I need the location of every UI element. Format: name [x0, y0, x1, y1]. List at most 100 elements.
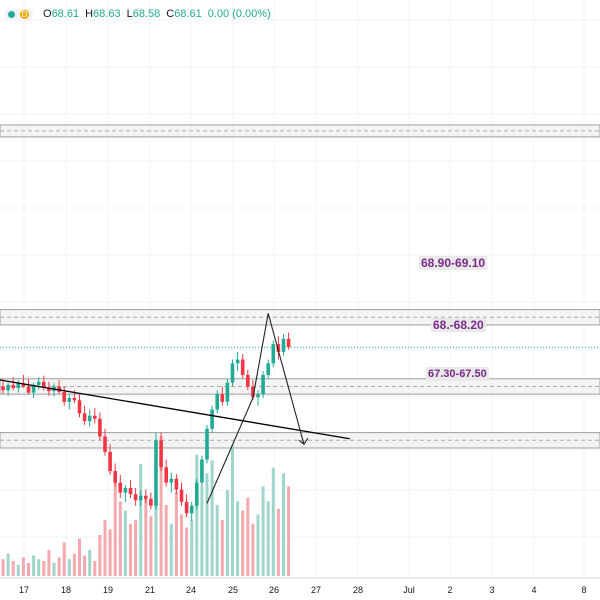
interval-icon: D	[20, 9, 29, 19]
candle-body	[47, 388, 51, 392]
x-axis-label: 28	[352, 585, 364, 595]
x-axis-label: 27	[310, 585, 322, 595]
candle-body	[266, 363, 270, 375]
candle-body	[169, 478, 174, 483]
candle-body	[16, 383, 21, 388]
candle-body	[220, 394, 225, 402]
volume-bar	[287, 486, 291, 576]
volume-bar	[276, 508, 280, 576]
candle-body	[164, 467, 168, 483]
volume-bar	[21, 557, 25, 576]
interval-pill[interactable]: D	[4, 8, 33, 20]
volume-bar	[266, 501, 270, 576]
x-axis-label: 3	[489, 585, 495, 595]
candle-body	[1, 386, 5, 391]
volume-bar	[37, 559, 41, 576]
candle-body	[225, 382, 230, 402]
zone-box-0	[0, 124, 600, 138]
high-label: H	[85, 8, 94, 20]
candle-body	[133, 494, 138, 501]
zone-label-middle: 68.-68.20	[431, 318, 486, 332]
x-axis-label: 21	[144, 585, 156, 595]
volume-bar	[149, 516, 153, 576]
volume-bar	[169, 523, 173, 576]
candle-body	[57, 386, 61, 392]
volume-bar	[195, 454, 199, 576]
candle-body	[6, 384, 10, 391]
volume-bar	[27, 562, 30, 576]
support-resistance-zones	[0, 124, 600, 449]
projection-arrowhead	[298, 437, 309, 445]
candle-body	[230, 363, 235, 383]
candle-body	[261, 374, 265, 395]
candle-body	[154, 440, 158, 506]
candle-body	[77, 400, 82, 414]
candle-body	[82, 413, 87, 422]
volume-bar	[185, 527, 189, 576]
x-axis-label: Jul	[403, 585, 415, 595]
x-axis-label: 26	[268, 585, 280, 595]
volume-bar	[241, 510, 245, 576]
volume-bar	[72, 553, 76, 576]
candle-body	[108, 451, 112, 472]
candle-body	[200, 459, 204, 483]
volume-bar	[83, 555, 87, 576]
volume-bar	[103, 520, 107, 576]
candle-body	[159, 440, 163, 468]
candle-body	[144, 495, 148, 499]
x-axis-label: 8	[581, 585, 587, 595]
volume-bar	[57, 557, 61, 576]
zone-label-upper: 68.90-69.10	[419, 256, 488, 270]
zone-label-lower: 67.30-67.50	[426, 367, 489, 381]
volume-bar	[256, 514, 260, 576]
candle-body	[246, 374, 250, 387]
volume-bar	[113, 473, 117, 576]
projection-path	[206, 313, 305, 504]
volume-bar	[215, 505, 219, 576]
x-axis-label: 19	[102, 585, 114, 595]
x-axis-label: 2	[447, 585, 453, 595]
candle-body	[62, 391, 66, 402]
candle-body	[179, 489, 184, 502]
candle-body	[42, 381, 46, 388]
candle-body	[26, 386, 31, 393]
volume-bar	[52, 562, 56, 576]
change-value: 0.00 (0.00%)	[207, 8, 271, 20]
candle-body	[184, 501, 189, 514]
volume-bar	[271, 467, 275, 576]
volume-bar	[129, 523, 132, 576]
low-label: L	[126, 8, 133, 20]
volume-bar	[246, 497, 250, 576]
candle-body	[286, 338, 291, 348]
candle-body	[11, 384, 15, 388]
candle-body	[189, 505, 194, 514]
candle-body	[138, 495, 143, 501]
x-axis-label: 18	[60, 585, 72, 595]
volume-bar	[123, 510, 127, 576]
volume-bars	[1, 436, 291, 576]
drawing-annotations	[0, 313, 350, 504]
zone-box-1	[0, 309, 600, 326]
volume-bar	[190, 520, 194, 576]
candle-body	[281, 338, 286, 352]
volume-bar	[16, 564, 20, 576]
volume-bar	[282, 473, 285, 576]
volume-bar	[47, 549, 51, 576]
volume-bar	[154, 482, 158, 576]
volume-bar	[32, 555, 36, 576]
volume-bar	[1, 559, 5, 576]
zone-box-2	[0, 378, 600, 395]
volume-bar	[88, 549, 92, 576]
volume-bar	[159, 436, 163, 576]
volume-bar	[78, 538, 81, 576]
volume-bar	[174, 492, 178, 576]
candle-body	[87, 415, 92, 422]
volume-bar	[164, 505, 168, 576]
candle-body	[251, 386, 255, 398]
x-axis-label: 25	[227, 585, 239, 595]
x-axis-label: 4	[531, 585, 537, 595]
volume-bar	[225, 490, 229, 576]
candle-body	[31, 384, 36, 393]
candle-body	[21, 383, 26, 387]
